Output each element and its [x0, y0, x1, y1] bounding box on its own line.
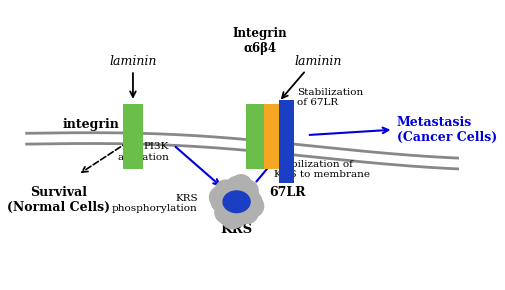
Text: Integrin
α6β4: Integrin α6β4 [233, 27, 287, 55]
Text: PI3K
activation: PI3K activation [117, 142, 169, 162]
Bar [264, 104, 279, 169]
Circle shape [215, 180, 236, 202]
Ellipse shape [223, 191, 250, 213]
Circle shape [212, 191, 233, 213]
Text: integrin: integrin [63, 118, 120, 131]
Text: Metastasis
(Cancer Cells): Metastasis (Cancer Cells) [397, 116, 497, 144]
Text: 67LR: 67LR [269, 186, 306, 199]
Circle shape [236, 202, 258, 223]
Circle shape [215, 202, 236, 223]
Circle shape [230, 175, 252, 196]
Circle shape [236, 180, 258, 202]
Text: Survival
(Normal Cells): Survival (Normal Cells) [7, 186, 110, 213]
Bar [123, 104, 143, 169]
Text: KRS
phosphorylation: KRS phosphorylation [112, 194, 198, 213]
Text: laminin: laminin [109, 55, 157, 68]
Circle shape [240, 191, 262, 213]
Circle shape [226, 177, 247, 198]
Circle shape [242, 195, 264, 217]
Text: KRS: KRS [221, 223, 252, 236]
Bar [245, 104, 264, 169]
Text: Stabilization
of 67LR: Stabilization of 67LR [297, 88, 363, 107]
Text: laminin: laminin [294, 55, 341, 68]
Bar [279, 100, 294, 183]
Circle shape [210, 186, 231, 208]
Circle shape [221, 207, 243, 229]
Text: Mobilization of
KRS to membrane: Mobilization of KRS to membrane [274, 160, 371, 179]
Circle shape [226, 205, 247, 227]
